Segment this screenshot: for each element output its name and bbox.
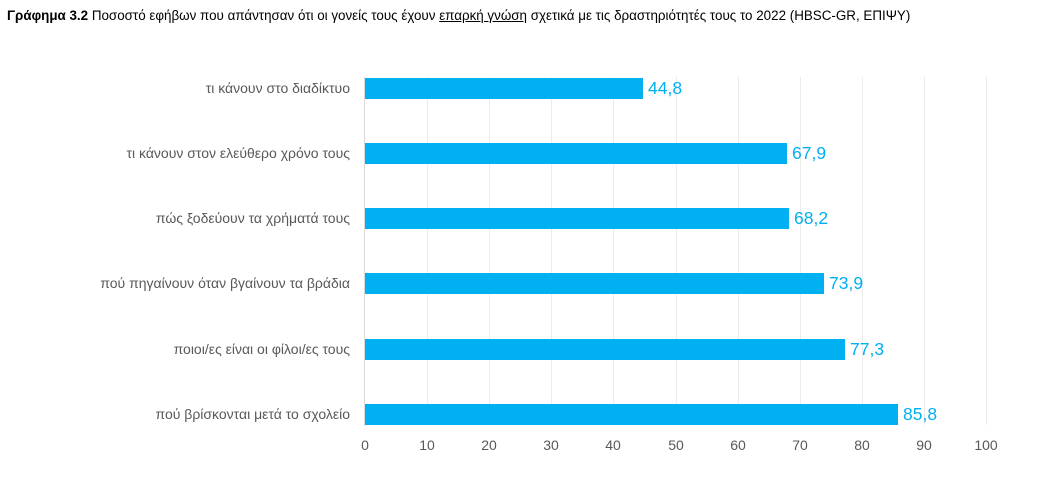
gridline [862,77,863,425]
gridline [613,77,614,425]
category-label: τι κάνουν στο διαδίκτυο [205,80,350,96]
category-label: πού πηγαίνουν όταν βγαίνουν τα βράδια [100,275,350,291]
gridline [800,77,801,425]
bar-value-label: 77,3 [850,339,885,359]
bar [365,143,787,164]
x-tick-label: 60 [730,437,746,453]
x-tick-label: 30 [543,437,559,453]
bar-value-label: 67,9 [792,143,827,163]
gridline [551,77,552,425]
gridline [924,77,925,425]
chart-caption: Γράφημα 3.2 Ποσοστό εφήβων που απάντησαν… [7,8,1007,24]
x-tick-label: 10 [419,437,435,453]
x-tick-label: 90 [916,437,932,453]
category-label: τι κάνουν στον ελεύθερο χρόνο τους [126,145,350,161]
bar [365,273,824,294]
x-tick-label: 50 [668,437,684,453]
caption-text-end: σχετικά με τις δραστηριότητές τους το 20… [527,8,911,23]
bar-value-label: 44,8 [648,78,683,98]
x-tick-label: 40 [605,437,621,453]
x-tick-label: 20 [481,437,497,453]
bar-value-label: 68,2 [794,208,829,228]
gridline [986,77,987,425]
bar [365,78,643,99]
category-label: ποιοι/ες είναι οι φίλοι/ες τους [173,341,350,357]
gridline [676,77,677,425]
x-tick-label: 70 [792,437,808,453]
x-tick-label: 80 [854,437,870,453]
bar [365,208,789,229]
category-label: πού βρίσκονται μετά το σχολείο [155,406,350,422]
x-tick-label: 100 [974,437,998,453]
category-label: πώς ξοδεύουν τα χρήματά τους [155,210,350,226]
caption-text-start: Ποσοστό εφήβων που απάντησαν ότι οι γονε… [88,8,440,23]
caption-underlined-text: επαρκή γνώση [439,8,527,23]
x-tick-label: 0 [361,437,369,453]
bar [365,339,845,360]
bar [365,404,898,425]
bar-value-label: 85,8 [903,404,938,424]
figure-label: Γράφημα 3.2 [7,8,89,23]
bar-value-label: 73,9 [829,273,864,293]
gridline [738,77,739,425]
gridline [427,77,428,425]
gridline [489,77,490,425]
y-axis-line [364,77,365,426]
